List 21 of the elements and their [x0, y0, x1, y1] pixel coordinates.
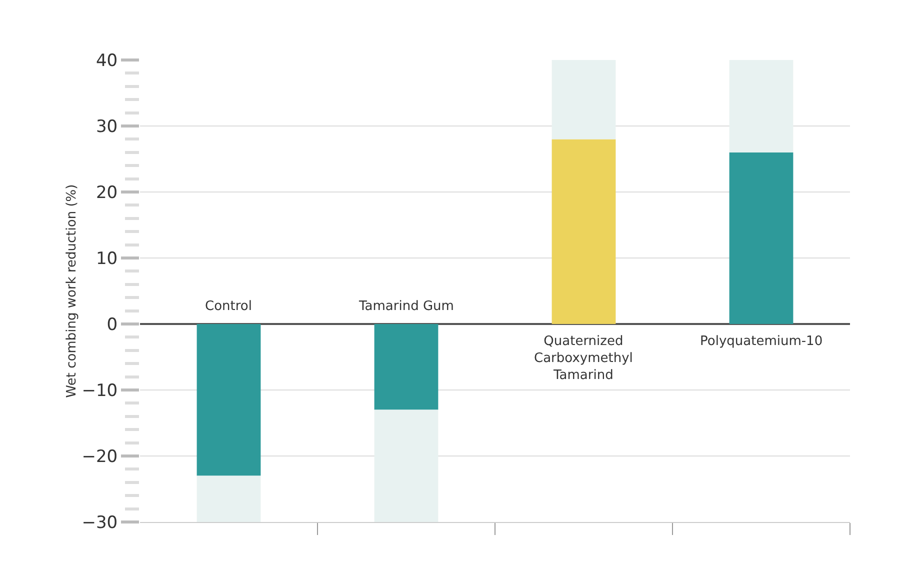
bar: [552, 139, 616, 324]
y-tick-label: −30: [82, 512, 118, 533]
bar: [374, 324, 438, 410]
y-axis-title: Wet combing work reduction (%): [64, 184, 80, 398]
y-tick-label: 0: [106, 314, 118, 335]
bar: [729, 60, 794, 152]
y-tick-label: 20: [96, 182, 118, 203]
bar: [196, 324, 261, 476]
x-tick-label: Control: [205, 299, 252, 314]
y-tick-label: 30: [96, 116, 118, 137]
bar: [374, 410, 438, 522]
y-tick-label: 10: [96, 248, 118, 269]
x-tick-label: Tamarind Gum: [358, 299, 454, 314]
bar: [552, 60, 616, 140]
x-tick-label: Polyquatemium-10: [700, 334, 823, 349]
y-tick-label: 40: [96, 50, 118, 71]
y-tick-label: −10: [82, 380, 118, 401]
bar: [729, 152, 794, 324]
x-tick-label: Quaternized Carboxymethyl Tamarind: [534, 334, 633, 383]
bar: [196, 476, 261, 522]
y-tick-label: −20: [82, 446, 118, 467]
